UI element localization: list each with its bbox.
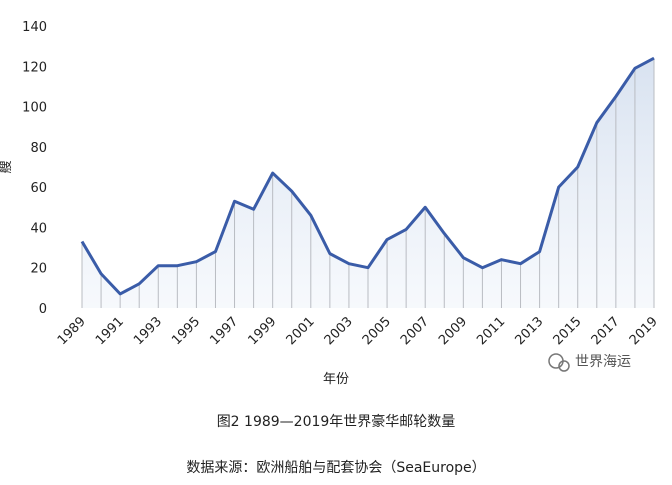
watermark: 世界海运 [575,354,631,370]
y-tick-label: 0 [39,302,47,317]
x-tick-label: 2013 [512,314,546,348]
y-tick-label: 80 [30,141,47,156]
line [80,56,655,296]
x-tick-label: 2009 [436,314,470,348]
x-axis-label: 年份 [323,372,349,387]
y-tick-label: 100 [22,101,47,116]
x-tick-label: 2007 [398,314,432,348]
source: 数据来源：欧洲船舶与配套协会（SeaEurope） [186,460,485,476]
x-tick-label: 2011 [474,314,508,348]
x-tick-label: 1993 [131,314,165,348]
y-tick-label: 20 [30,262,47,277]
watermark-icon [548,353,570,372]
y-tick-label: 140 [22,20,47,35]
x-tick-label: 2017 [589,314,623,348]
x-tick-label: 1989 [55,314,89,348]
y-tick-label: 120 [22,60,47,75]
x-tick-label: 1999 [245,314,279,348]
y-tick-label: 60 [30,181,47,196]
caption: 图2 1989—2019年世界豪华邮轮数量 [217,414,456,430]
x-tick-label: 2019 [627,314,661,348]
x-tick-label: 1995 [169,314,203,348]
x-tick-label: 2015 [551,314,585,348]
area [82,58,654,308]
x-tick-label: 2003 [322,314,356,348]
x-tick-label: 1997 [207,314,241,348]
y-axis-label: 艘 [0,160,14,173]
y-tick-label: 40 [30,221,47,236]
x-tick-label: 2005 [360,314,394,348]
x-tick-label: 1991 [93,314,127,348]
x-tick-label: 2001 [284,314,318,348]
